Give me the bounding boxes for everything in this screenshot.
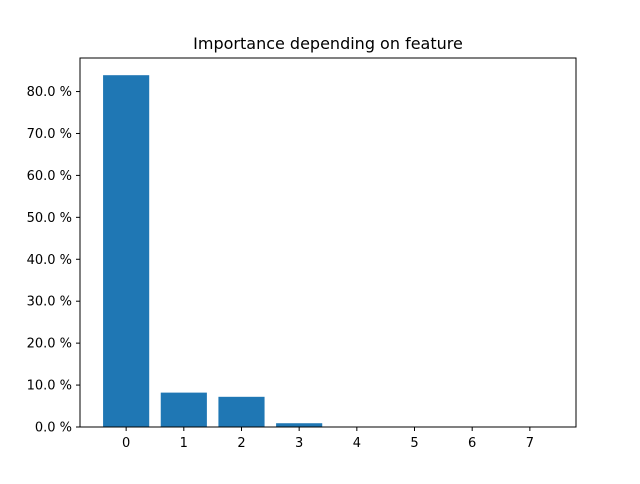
plot-frame	[79, 57, 577, 428]
x-tick-label: 3	[295, 436, 303, 451]
y-tick-label: 40.0 %	[27, 253, 72, 268]
x-tick-label: 1	[180, 436, 188, 451]
chart-title: Importance depending on feature	[193, 34, 463, 53]
bar-1	[160, 392, 207, 427]
y-tick-label: 20.0 %	[27, 337, 72, 352]
x-tick-label: 5	[410, 436, 418, 451]
bar-3	[276, 423, 323, 427]
x-tick-label: 6	[468, 436, 476, 451]
bar-2	[218, 396, 265, 427]
x-tick-label: 7	[526, 436, 534, 451]
y-tick-label: 70.0 %	[27, 127, 72, 142]
bars-layer	[103, 75, 323, 427]
y-tick-label: 30.0 %	[27, 295, 72, 310]
bar-0	[103, 75, 150, 427]
y-tick-label: 60.0 %	[27, 169, 72, 184]
y-tick-label: 50.0 %	[27, 211, 72, 226]
y-axis: 0.0 % 10.0 % 20.0 % 30.0 % 40.0 % 50.0 % 60.0 …	[27, 85, 80, 436]
x-tick-label: 2	[237, 436, 245, 451]
x-tick-label: 4	[353, 436, 361, 451]
x-tick-label: 0	[122, 436, 130, 451]
y-tick-label: 80.0 %	[27, 85, 72, 100]
x-axis: 0 1 2 3 4 5 6 7	[122, 427, 534, 451]
y-tick-label: 0.0 %	[35, 421, 72, 436]
y-tick-label: 10.0 %	[27, 379, 72, 394]
